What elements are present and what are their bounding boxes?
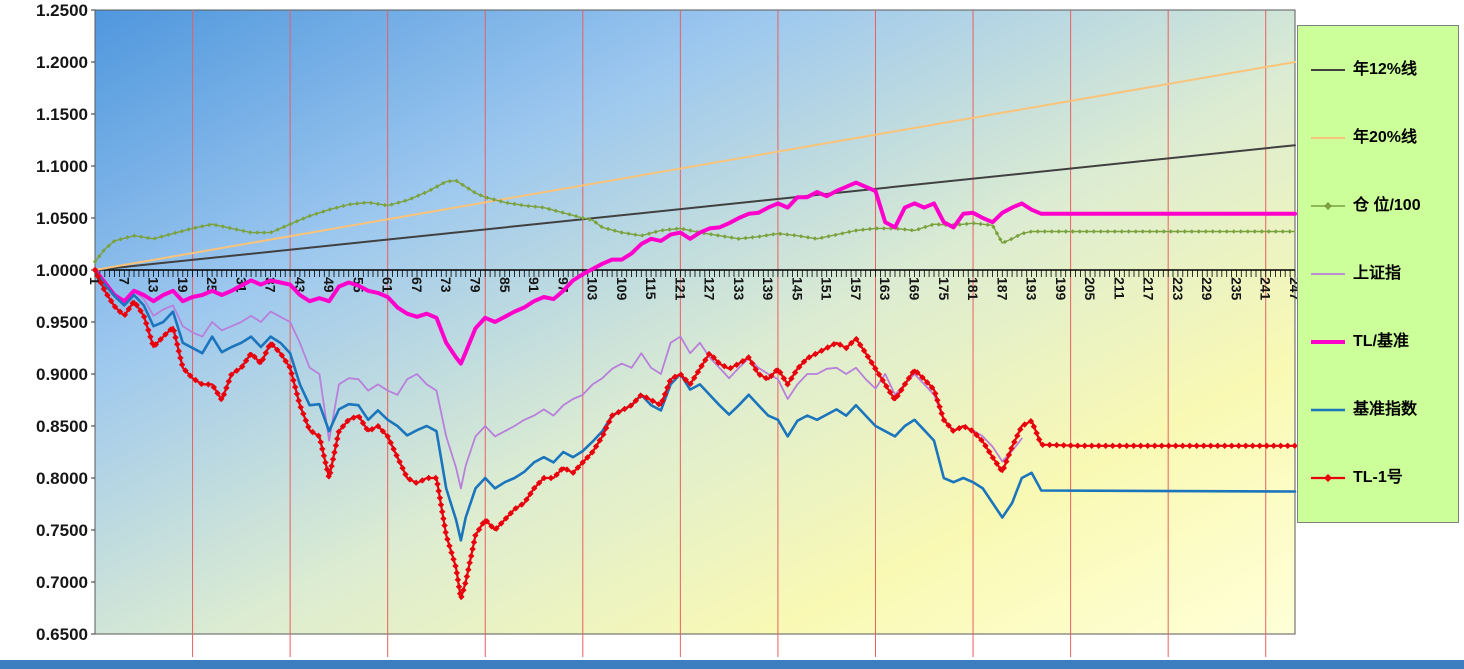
x-tick-label: 79 bbox=[467, 277, 483, 293]
x-tick-label: 151 bbox=[819, 277, 835, 301]
x-tick-label: 217 bbox=[1141, 277, 1157, 301]
legend-marker-diamond bbox=[1324, 202, 1332, 210]
x-tick-label: 205 bbox=[1082, 277, 1098, 301]
legend-line-sample bbox=[1311, 273, 1345, 275]
series-line-0 bbox=[94, 144, 1296, 271]
x-tick-label: 235 bbox=[1228, 277, 1244, 301]
y-tick-label: 1.1500 bbox=[36, 105, 88, 124]
legend-label: 上证指 bbox=[1353, 265, 1402, 282]
x-tick-label: 19 bbox=[175, 277, 191, 293]
x-tick-label: 163 bbox=[877, 277, 893, 301]
series-line-4 bbox=[93, 180, 1297, 366]
series-line-2 bbox=[92, 178, 1296, 264]
x-tick-label: 223 bbox=[1170, 277, 1186, 301]
y-tick-label: 0.6500 bbox=[36, 625, 88, 644]
y-tick-label: 1.0000 bbox=[36, 261, 88, 280]
y-tick-label: 0.9500 bbox=[36, 313, 88, 332]
x-tick-label: 109 bbox=[614, 277, 630, 301]
y-tick-label: 0.8500 bbox=[36, 417, 88, 436]
x-tick-label: 7 bbox=[116, 277, 132, 285]
y-axis-labels: 1.2500 1.2000 1.1500 1.1000 1.0500 1.0000 0.95… bbox=[36, 1, 95, 644]
y-tick-label: 1.1000 bbox=[36, 157, 88, 176]
x-axis bbox=[94, 269, 1296, 277]
x-tick-label: 157 bbox=[848, 277, 864, 301]
legend-label: 年12%线 bbox=[1353, 61, 1418, 78]
y-tick-label: 0.7000 bbox=[36, 573, 88, 592]
legend-line-sample bbox=[1311, 474, 1345, 482]
legend-line-sample bbox=[1311, 202, 1345, 210]
legend-entry-5[interactable]: 基准指数 bbox=[1310, 402, 1454, 418]
y-tick-label: 0.8000 bbox=[36, 469, 88, 488]
legend-line-sample bbox=[1311, 408, 1345, 412]
legend: 年12%线年20%线仓 位/100 上证指 TL/基准基准指数 TL-1号 bbox=[1297, 25, 1459, 523]
x-tick-label: 127 bbox=[702, 277, 718, 301]
legend-label: TL-1号 bbox=[1353, 469, 1403, 486]
x-tick-label: 49 bbox=[321, 277, 337, 293]
x-tick-label: 115 bbox=[643, 277, 659, 300]
legend-entry-6[interactable]: TL-1号 bbox=[1310, 470, 1454, 486]
x-tick-label: 175 bbox=[936, 277, 952, 301]
x-tick-label: 1 bbox=[87, 277, 103, 285]
x-tick-label: 85 bbox=[497, 277, 513, 293]
x-tick-label: 169 bbox=[907, 277, 923, 301]
legend-line-sample bbox=[1311, 69, 1345, 71]
legend-entry-0[interactable]: 年12%线 bbox=[1310, 62, 1454, 78]
y-tick-label: 0.7500 bbox=[36, 521, 88, 540]
y-tick-label: 1.2500 bbox=[36, 1, 88, 20]
legend-line-sample bbox=[1311, 340, 1345, 344]
x-tick-label: 229 bbox=[1199, 277, 1215, 301]
y-tick-label: 1.0500 bbox=[36, 209, 88, 228]
x-tick-label: 181 bbox=[965, 277, 981, 301]
legend-marker-diamond bbox=[1324, 474, 1332, 482]
legend-line-sample bbox=[1311, 137, 1345, 139]
legend-label: 年20%线 bbox=[1353, 129, 1418, 146]
x-tick-label: 103 bbox=[585, 277, 601, 301]
bottom-bar bbox=[0, 660, 1464, 669]
x-axis-labels: 1 7 13 19 25 31 37 43 49 55 61 67 73 79 85 91 97 103 109 11… bbox=[87, 277, 1303, 301]
x-tick-label: 61 bbox=[380, 277, 396, 293]
legend-entry-2[interactable]: 仓 位/100 bbox=[1310, 198, 1454, 214]
x-tick-label: 199 bbox=[1053, 277, 1069, 301]
x-tick-label: 13 bbox=[146, 277, 162, 293]
x-tick-label: 133 bbox=[731, 277, 747, 301]
x-tick-label: 121 bbox=[672, 277, 688, 301]
x-tick-label: 193 bbox=[1024, 277, 1040, 301]
x-tick-label: 73 bbox=[438, 277, 454, 293]
x-axis-ticks bbox=[94, 270, 1296, 277]
series-line-1 bbox=[94, 61, 1296, 271]
x-tick-label: 145 bbox=[789, 277, 805, 301]
series-line-3 bbox=[94, 269, 1023, 490]
series-line-5 bbox=[93, 268, 1297, 542]
x-tick-label: 25 bbox=[204, 277, 220, 293]
x-tick-label: 241 bbox=[1258, 277, 1274, 301]
plot-area bbox=[94, 9, 1296, 635]
x-tick-label: 211 bbox=[1111, 277, 1127, 300]
series-line-6 bbox=[91, 266, 1298, 600]
legend-label: 基准指数 bbox=[1353, 401, 1418, 418]
legend-label: TL/基准 bbox=[1353, 333, 1409, 350]
legend-label: 仓 位/100 bbox=[1353, 197, 1421, 214]
legend-entry-4[interactable]: TL/基准 bbox=[1310, 334, 1454, 350]
x-tick-label: 91 bbox=[526, 277, 542, 293]
x-tick-label: 139 bbox=[760, 277, 776, 301]
legend-entry-1[interactable]: 年20%线 bbox=[1310, 130, 1454, 146]
x-tick-label: 67 bbox=[409, 277, 425, 293]
legend-entry-3[interactable]: 上证指 bbox=[1310, 266, 1454, 282]
x-tick-label: 187 bbox=[994, 277, 1010, 301]
y-tick-label: 0.9000 bbox=[36, 365, 88, 384]
y-tick-label: 1.2000 bbox=[36, 53, 88, 72]
